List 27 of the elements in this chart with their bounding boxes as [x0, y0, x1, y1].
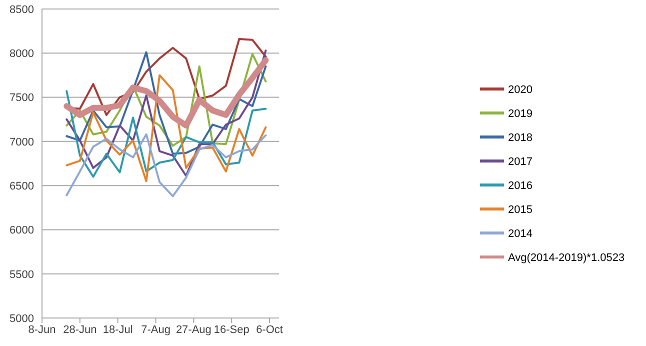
y-tick-label: 8000	[10, 48, 34, 60]
x-tick-label: 27-Aug	[176, 324, 212, 336]
y-tick-label: 7500	[10, 92, 34, 104]
legend-label: 2018	[508, 132, 532, 144]
y-tick-label: 5000	[10, 312, 34, 325]
x-tick-label: 16-Sep	[214, 324, 250, 336]
line-series	[66, 133, 267, 198]
y-tick-label: 5500	[10, 268, 34, 281]
x-tick-label: 28-Jun	[63, 324, 97, 336]
legend-label: 2020	[508, 84, 532, 96]
x-tick-label: 8-Jun	[28, 324, 56, 336]
x-tick-label: 18-Jul	[102, 324, 133, 336]
legend-label: 2014	[508, 228, 532, 240]
x-tick-label: 7-Aug	[141, 324, 170, 336]
y-tick-label: 7000	[10, 136, 34, 148]
legend-label: 2015	[508, 204, 532, 216]
line-series	[66, 74, 267, 182]
legend-label: 2019	[508, 108, 532, 120]
line-series	[66, 90, 267, 178]
y-tick-label: 8500	[10, 4, 34, 16]
x-tick-label: 6-Oct	[256, 324, 283, 336]
y-tick-label: 6000	[10, 224, 34, 237]
legend-label: 2016	[508, 180, 532, 192]
legend-label: 2017	[508, 156, 532, 168]
legend-label: Avg(2014-2019)*1.0523	[508, 252, 625, 264]
line-series	[66, 49, 267, 177]
y-tick-label: 6500	[10, 180, 34, 192]
